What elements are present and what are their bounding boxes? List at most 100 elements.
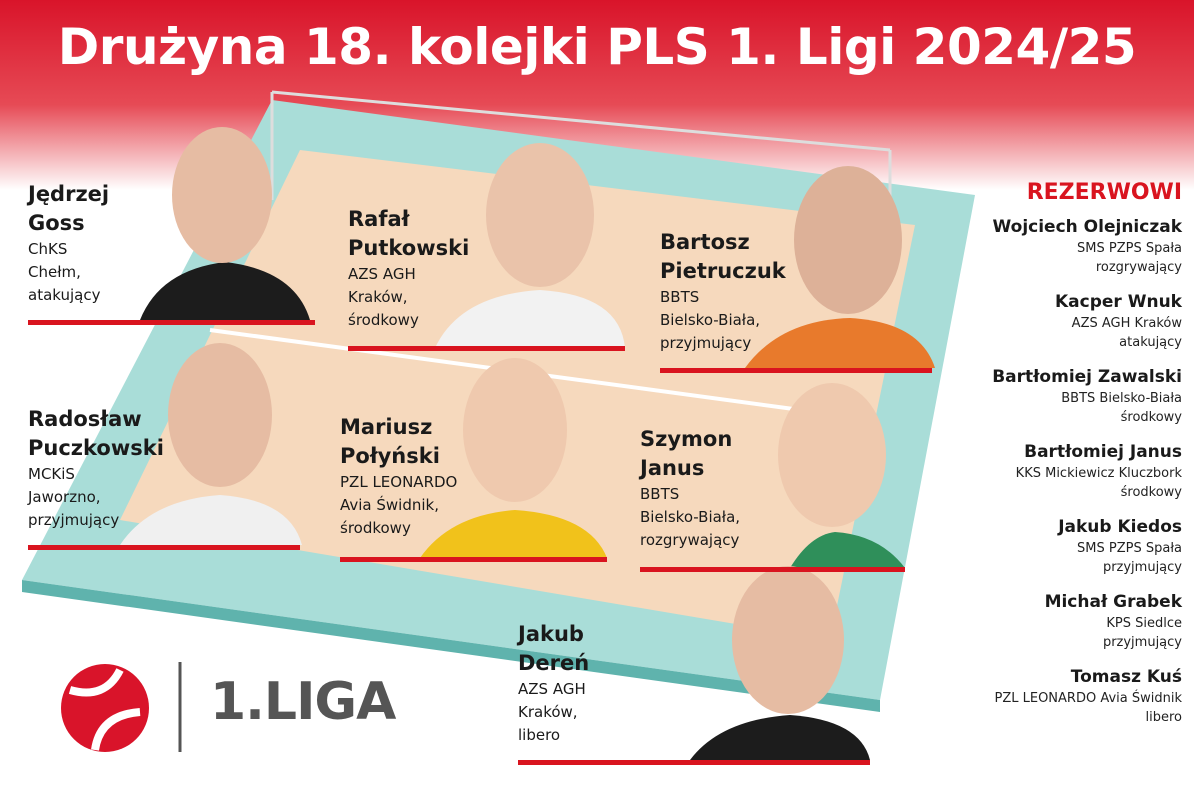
reserve-position: libero (1145, 710, 1183, 725)
reserve-position: środkowy (1120, 485, 1182, 500)
reserve-position: przyjmujący (1102, 560, 1182, 575)
player-info: przyjmujący (660, 334, 752, 352)
player: Rafał Putkowski AZS AGH Kraków, środkowy (348, 205, 469, 332)
shirt (120, 495, 302, 545)
player-info: środkowy (348, 311, 419, 329)
player-info: BBTS (660, 288, 700, 306)
player-name: Rafał (348, 207, 410, 231)
player-info: Kraków, (348, 288, 408, 306)
player-info: AZS AGH (348, 265, 416, 283)
shirt (420, 510, 607, 558)
reserves-list: Wojciech Olejniczak SMS PZPS Spała rozgryw… (922, 215, 1182, 727)
reserve: Tomasz Kuś PZL LEONARDO Avia Świdnik liber… (922, 665, 1183, 727)
reserve-club: SMS PZPS Spała (1077, 241, 1182, 256)
player-info: środkowy (340, 519, 411, 537)
reserve-name: Jakub Kiedos (1058, 517, 1182, 537)
shirt (435, 290, 625, 348)
player-name: Połyński (340, 444, 440, 468)
underline (348, 346, 625, 351)
reserve-club: KKS Mickiewicz Kluczbork (1015, 466, 1182, 481)
reserve: Jakub Kiedos SMS PZPS Spała przyjmujący (922, 515, 1182, 577)
underline (28, 545, 300, 550)
photos (120, 127, 935, 760)
player-info: BBTS (640, 485, 680, 503)
player-name: Pietruczuk (660, 259, 786, 283)
reserves-title: REZERWOWI (1026, 180, 1182, 205)
player-info: Bielsko-Biała, (640, 508, 741, 526)
head (486, 143, 594, 287)
reserve-club: PZL LEONARDO Avia Świdnik (994, 691, 1183, 706)
reserve: Michał Grabek KPS Siedlce przyjmujący (922, 590, 1182, 652)
player: Szymon Janus BBTS Bielsko-Biała, rozgrywając… (640, 425, 740, 552)
shirt (690, 715, 870, 760)
head (463, 358, 567, 502)
reserve-name: Kacper Wnuk (1055, 292, 1182, 312)
underline (340, 557, 607, 562)
reserve-name: Wojciech Olejniczak (992, 217, 1183, 237)
player-name: Goss (28, 211, 85, 235)
player-name: Puczkowski (28, 436, 164, 460)
player-name: Mariusz (340, 415, 433, 439)
reserve-club: SMS PZPS Spała (1077, 541, 1182, 556)
net (271, 90, 891, 152)
reserve-position: przyjmujący (1102, 635, 1182, 650)
shirt (790, 532, 905, 568)
head (168, 343, 272, 487)
player-info: Jaworzno, (28, 488, 101, 506)
shirt (140, 262, 310, 320)
player-info: libero (518, 726, 561, 744)
player-info: PZL LEONARDO (340, 473, 458, 491)
reserve-name: Bartłomiej Zawalski (992, 367, 1182, 387)
player-name: Dereń (518, 651, 590, 675)
head (794, 166, 902, 314)
reserve-club: KPS Siedlce (1106, 616, 1182, 631)
head (778, 383, 886, 527)
player-name: Szymon (640, 427, 733, 451)
court-edge (22, 580, 880, 712)
player-info: Avia Świdnik, (340, 496, 439, 514)
reserve-position: rozgrywający (1095, 260, 1182, 275)
player-name: Jędrzej (28, 182, 110, 206)
reserve: Kacper Wnuk AZS AGH Kraków atakujący (922, 290, 1182, 352)
shirt (745, 318, 935, 368)
reserve: Bartłomiej Zawalski BBTS Bielsko-Biała śro… (922, 365, 1182, 427)
player-name: Jakub (518, 622, 584, 646)
player: Jakub Dereń AZS AGH Kraków, libero (518, 620, 589, 747)
player-info: MCKiS (28, 465, 75, 483)
reserve-position: środkowy (1120, 410, 1182, 425)
player-info: Chełm, (28, 263, 81, 281)
underline (640, 567, 905, 572)
player-info: AZS AGH (518, 680, 586, 698)
player: Bartosz Pietruczuk BBTS Bielsko-Biała, przyj… (660, 228, 786, 355)
reserve: Wojciech Olejniczak SMS PZPS Spała rozgryw… (922, 215, 1183, 277)
reserve-club: AZS AGH Kraków (1071, 316, 1182, 331)
logo-ball-lines (68, 668, 141, 751)
title: Drużyna 18. kolejki PLS 1. Ligi 2024/25 (57, 18, 1137, 76)
reserve-name: Michał Grabek (1044, 592, 1182, 612)
logo-ball (61, 664, 149, 752)
reserve: Bartłomiej Janus KKS Mickiewicz Kluczbork… (922, 440, 1182, 502)
player: Radosław Puczkowski MCKiS Jaworzno, przyjmuj… (28, 405, 164, 532)
player-info: przyjmujący (28, 511, 120, 529)
reserve-name: Bartłomiej Janus (1024, 442, 1182, 462)
player-info: ChKS (28, 240, 68, 258)
player-info: atakujący (28, 286, 101, 304)
reserve-name: Tomasz Kuś (1070, 667, 1182, 687)
head (172, 127, 272, 263)
reserves: REZERWOWI Wojciech Olejniczak SMS PZPS Sp… (922, 180, 1182, 740)
player-name: Janus (640, 456, 705, 480)
player-name: Bartosz (660, 230, 750, 254)
player: Jędrzej Goss ChKS Chełm, atakujący (28, 180, 109, 307)
player-name: Radosław (28, 407, 142, 431)
logo-mark (61, 662, 182, 752)
player-info: Bielsko-Biała, (660, 311, 761, 329)
underline (28, 320, 315, 325)
player: Mariusz Połyński PZL LEONARDO Avia Świdnik,… (340, 413, 457, 540)
logo-text: 1.LIGA (210, 672, 396, 732)
underline (660, 368, 932, 373)
player-info: Kraków, (518, 703, 578, 721)
reserve-position: atakujący (1119, 335, 1182, 350)
underline (518, 760, 870, 765)
